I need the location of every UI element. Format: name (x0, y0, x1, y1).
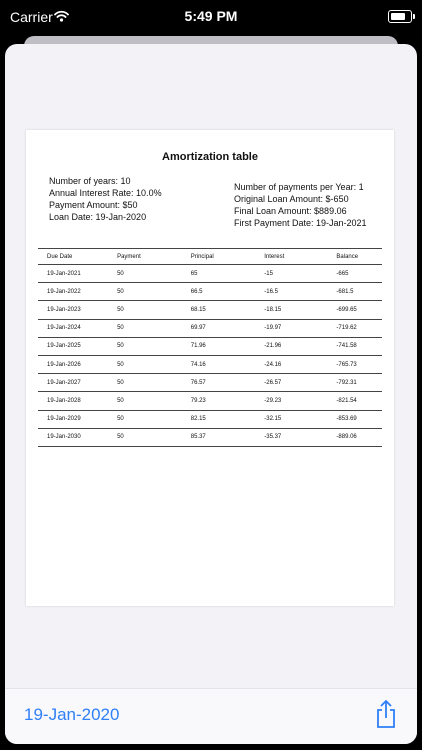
interest-rate-line: Annual Interest Rate: 10.0% (49, 188, 162, 198)
cell-interest: -16.5 (255, 282, 328, 302)
table-row: 19-Jan-2029 50 82.15 -32.15 -853.69 (38, 410, 382, 429)
loan-info-right: Number of payments per Year: 1 Original … (234, 181, 367, 229)
battery-icon (388, 10, 415, 23)
share-icon[interactable] (374, 699, 398, 729)
cell-interest: -24.16 (255, 355, 328, 375)
carrier-label: Carrier (10, 9, 53, 25)
cell-principal: 74.16 (181, 355, 256, 375)
table-row: 19-Jan-2028 50 79.23 -29.23 -821.54 (38, 391, 382, 411)
cell-balance: -699.65 (327, 300, 382, 320)
cell-payment: 50 (108, 300, 182, 320)
cell-payment: 50 (108, 428, 182, 447)
cell-payment: 50 (108, 410, 182, 429)
header-due-date: Due Date (38, 248, 109, 265)
payments-per-year-line: Number of payments per Year: 1 (234, 182, 364, 192)
cell-due-date: 19-Jan-2023 (38, 300, 109, 320)
cell-balance: -765.73 (327, 355, 382, 375)
table-row: 19-Jan-2022 50 66.5 -16.5 -681.5 (38, 282, 382, 302)
cell-payment: 50 (108, 355, 182, 375)
cell-interest: -21.96 (255, 337, 328, 356)
header-interest: Interest (255, 248, 328, 265)
cell-principal: 82.15 (181, 410, 256, 429)
cell-principal: 69.97 (181, 319, 256, 338)
cell-balance: -741.58 (327, 337, 382, 356)
cell-principal: 65 (181, 264, 256, 284)
cell-interest: -19.97 (255, 319, 328, 338)
payment-amount-line: Payment Amount: $50 (49, 200, 138, 210)
original-amount-line: Original Loan Amount: $-650 (234, 194, 349, 204)
cell-principal: 66.5 (181, 282, 256, 302)
final-amount-line: Final Loan Amount: $889.06 (234, 206, 347, 216)
cell-interest: -29.23 (255, 391, 328, 411)
table-row: 19-Jan-2025 50 71.96 -21.96 -741.58 (38, 337, 382, 356)
report-page: Amortization table Number of years: 10 A… (26, 130, 394, 606)
cell-due-date: 19-Jan-2022 (38, 282, 109, 302)
status-bar: Carrier 5:49 PM (0, 0, 422, 34)
cell-interest: -26.57 (255, 373, 328, 393)
cell-due-date: 19-Jan-2027 (38, 373, 109, 393)
cell-payment: 50 (108, 319, 182, 338)
cell-interest: -35.37 (255, 428, 328, 447)
cell-payment: 50 (108, 282, 182, 302)
loan-date-line: Loan Date: 19-Jan-2020 (49, 212, 147, 222)
table-row: 19-Jan-2026 50 74.16 -24.16 -765.73 (38, 355, 382, 375)
header-balance: Balance (327, 248, 382, 265)
cell-interest: -32.15 (255, 410, 328, 429)
loan-info-left: Number of years: 10 Annual Interest Rate… (49, 175, 162, 223)
table-header-row: Due Date Payment Principal Interest Bala… (38, 248, 382, 265)
cell-payment: 50 (108, 391, 182, 411)
cell-interest: -18.15 (255, 300, 328, 320)
status-time: 5:49 PM (184, 8, 238, 24)
cell-balance: -853.69 (327, 410, 382, 429)
cell-interest: -15 (255, 264, 328, 284)
cell-payment: 50 (108, 264, 182, 284)
cell-balance: -719.62 (327, 319, 382, 338)
cell-balance: -792.31 (327, 373, 382, 393)
cell-balance: -889.06 (327, 428, 382, 447)
wifi-icon (54, 9, 69, 27)
cell-due-date: 19-Jan-2024 (38, 319, 109, 338)
header-principal: Principal (181, 248, 256, 265)
report-title: Amortization table (162, 151, 258, 163)
cell-principal: 76.57 (181, 373, 256, 393)
cell-due-date: 19-Jan-2030 (38, 428, 109, 447)
cell-balance: -681.5 (327, 282, 382, 302)
cell-due-date: 19-Jan-2021 (38, 264, 109, 284)
table-row: 19-Jan-2027 50 76.57 -26.57 -792.31 (38, 373, 382, 393)
cell-due-date: 19-Jan-2028 (38, 391, 109, 411)
cell-due-date: 19-Jan-2026 (38, 355, 109, 375)
cell-due-date: 19-Jan-2025 (38, 337, 109, 356)
header-payment: Payment (108, 248, 182, 265)
table-row: 19-Jan-2023 50 68.15 -18.15 -699.65 (38, 300, 382, 320)
cell-principal: 68.15 (181, 300, 256, 320)
cell-due-date: 19-Jan-2029 (38, 410, 109, 429)
loan-date-button[interactable]: 19-Jan-2020 (24, 705, 120, 724)
first-payment-date-line: First Payment Date: 19-Jan-2021 (234, 218, 367, 228)
cell-balance: -821.54 (327, 391, 382, 411)
table-row: 19-Jan-2024 50 69.97 -19.97 -719.62 (38, 319, 382, 338)
cell-balance: -665 (327, 264, 382, 284)
bottom-toolbar: 19-Jan-2020 (5, 688, 417, 744)
cell-principal: 79.23 (181, 391, 256, 411)
preview-sheet: Amortization table Number of years: 10 A… (5, 44, 417, 744)
cell-principal: 71.96 (181, 337, 256, 356)
cell-payment: 50 (108, 337, 182, 356)
table-row: 19-Jan-2030 50 85.37 -35.37 -889.06 (38, 428, 382, 447)
table-row: 19-Jan-2021 50 65 -15 -665 (38, 264, 382, 284)
years-line: Number of years: 10 (49, 176, 131, 186)
cell-payment: 50 (108, 373, 182, 393)
amortization-table: Due Date Payment Principal Interest Bala… (38, 248, 382, 447)
cell-principal: 85.37 (181, 428, 256, 447)
